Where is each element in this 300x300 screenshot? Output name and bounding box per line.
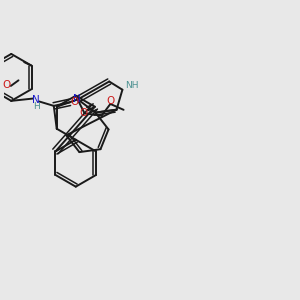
Text: N: N — [32, 95, 40, 105]
Text: O: O — [70, 97, 78, 107]
Text: O: O — [106, 96, 115, 106]
Text: N: N — [73, 94, 80, 104]
Text: O: O — [80, 108, 88, 118]
Text: H: H — [33, 102, 40, 111]
Text: O: O — [3, 80, 11, 90]
Text: NH: NH — [125, 80, 138, 89]
